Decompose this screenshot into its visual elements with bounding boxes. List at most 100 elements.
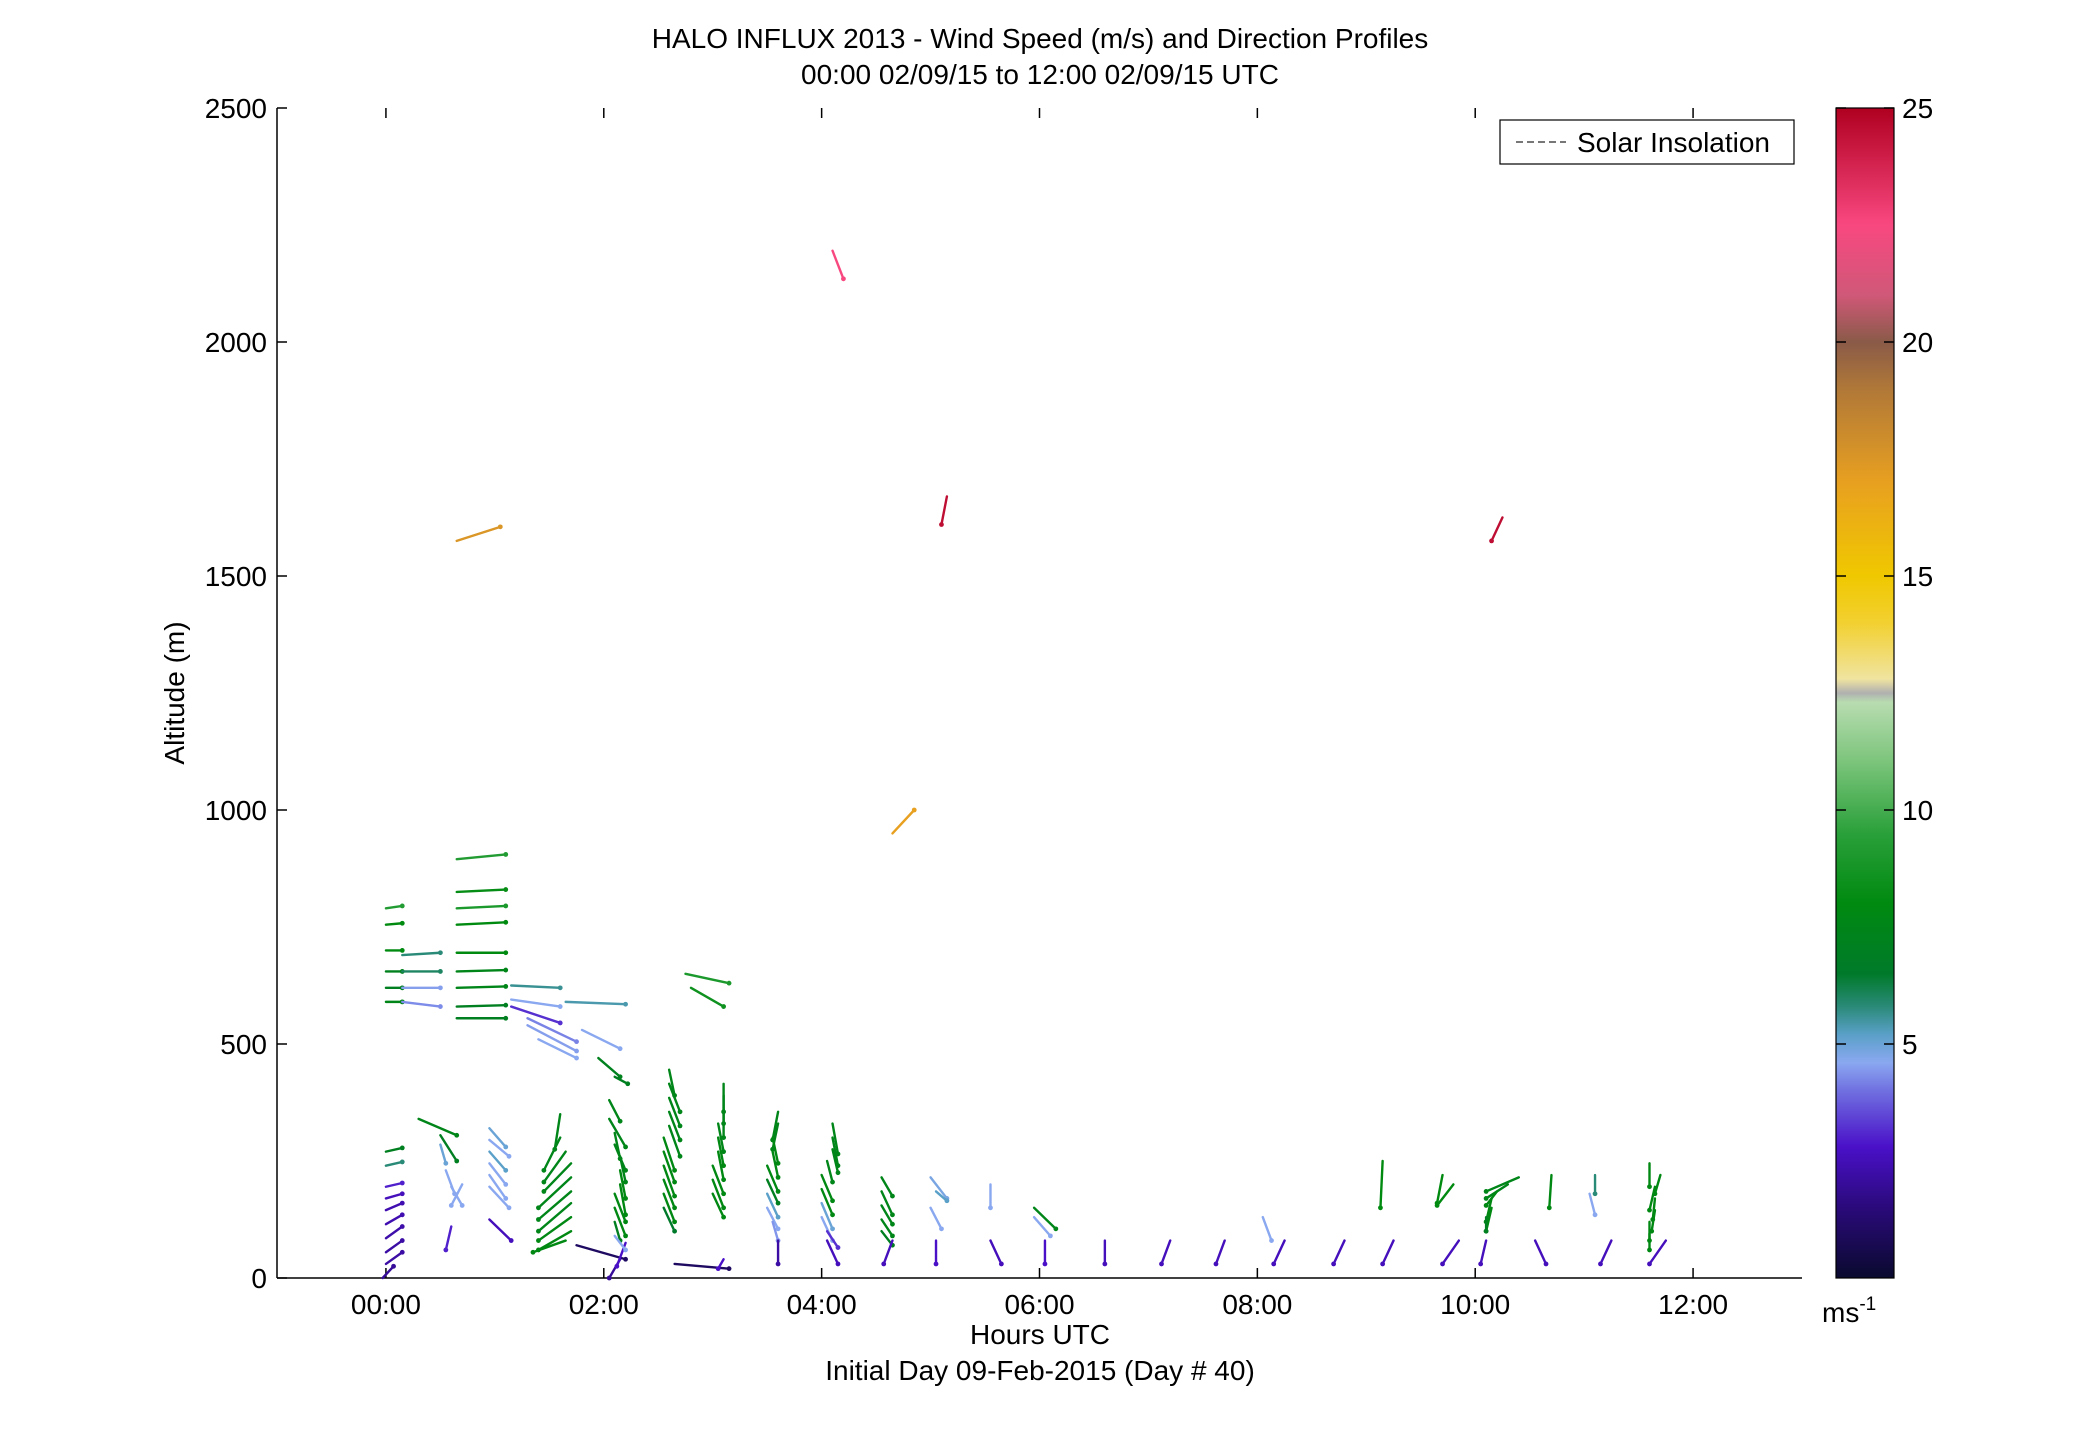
wind-vector <box>940 495 949 526</box>
wind-vector <box>613 1220 622 1242</box>
colorbar-tick-label: 5 <box>1902 1029 1918 1060</box>
wind-vector <box>771 1136 780 1165</box>
wind-vector-head <box>1213 1261 1219 1267</box>
wind-vector <box>384 1201 404 1212</box>
wind-vector <box>613 1234 627 1252</box>
colorbar-tick-label: 25 <box>1902 93 1933 124</box>
wind-vector-head <box>557 1004 563 1009</box>
wind-vector <box>537 1229 573 1252</box>
wind-vector-head <box>1489 538 1494 544</box>
chart-subtitle: 00:00 02/09/15 to 12:00 02/09/15 UTC <box>801 59 1279 90</box>
wind-vector <box>662 1136 676 1172</box>
wind-vector <box>825 1239 840 1266</box>
wind-vector-head <box>623 1247 628 1253</box>
wind-vector-head <box>1102 1261 1108 1267</box>
wind-vector-head <box>399 1191 405 1197</box>
wind-vector-head <box>1434 1203 1440 1208</box>
wind-vector <box>580 1028 622 1050</box>
wind-vector-head <box>557 985 563 991</box>
wind-vector-head <box>672 1179 677 1185</box>
wind-vector <box>891 808 916 835</box>
wind-vector-head <box>1543 1261 1549 1267</box>
wind-vector <box>537 1215 573 1242</box>
wind-vector-head <box>614 1263 620 1269</box>
wind-vector-head <box>890 1221 895 1227</box>
wind-vector-head <box>574 1055 579 1061</box>
wind-vector-head <box>677 1123 683 1129</box>
wind-vector-head <box>1483 1196 1489 1201</box>
wind-vector <box>618 1155 627 1184</box>
wind-vector-head <box>437 1004 443 1009</box>
wind-vector-head <box>399 1145 405 1151</box>
wind-vector <box>662 1150 676 1184</box>
wind-vector <box>613 1206 627 1238</box>
wind-vector-head <box>541 1189 547 1194</box>
wind-vector-head <box>574 1039 579 1045</box>
x-tick-label: 02:00 <box>569 1289 639 1320</box>
wind-vector <box>1648 1239 1668 1266</box>
wind-vector-head <box>1047 1233 1053 1239</box>
wind-vector-head <box>503 950 509 956</box>
wind-vector-head <box>503 919 509 925</box>
wind-vector <box>1650 1208 1657 1233</box>
wind-vector <box>537 1176 573 1210</box>
wind-vector <box>880 1190 894 1217</box>
wind-vector-head <box>1647 1184 1652 1190</box>
wind-vector <box>509 984 562 990</box>
wind-vector <box>716 1136 725 1167</box>
wind-vector-head <box>503 887 509 892</box>
wind-vector <box>771 1110 780 1142</box>
wind-vector-head <box>677 1109 683 1115</box>
wind-vector-head <box>437 969 443 974</box>
wind-vector <box>455 904 507 910</box>
wind-vector-head <box>1647 1207 1652 1213</box>
wind-vector-head <box>399 948 405 953</box>
wind-vector-head <box>944 1198 950 1204</box>
legend-label-solar-insolation: Solar Insolation <box>1577 127 1770 158</box>
wind-vector <box>929 1206 943 1231</box>
wind-vector <box>526 1017 578 1043</box>
wind-vector-head <box>672 1205 677 1211</box>
wind-vector <box>716 1122 725 1153</box>
wind-vector <box>711 1164 725 1195</box>
wind-vector <box>825 1229 840 1249</box>
wind-vector-head <box>399 1212 405 1218</box>
wind-vector <box>526 1024 578 1053</box>
wind-vector-head <box>541 1179 547 1185</box>
colorbar-tick-label: 20 <box>1902 327 1933 358</box>
wind-vector-head <box>503 1015 509 1021</box>
wind-vector-head <box>933 1261 939 1267</box>
wind-vector <box>684 972 731 985</box>
wind-vector <box>488 1185 511 1210</box>
wind-vector-head <box>536 1205 541 1211</box>
wind-vector-head <box>672 1193 677 1199</box>
wind-vector <box>597 1056 622 1078</box>
wind-vector-head <box>726 980 732 986</box>
wind-vector-head <box>939 1226 944 1232</box>
wind-vector-head <box>437 985 443 991</box>
wind-vector <box>1272 1239 1286 1266</box>
wind-vector <box>880 1218 894 1238</box>
wind-vector-head <box>1647 1247 1652 1253</box>
wind-vector <box>689 986 725 1008</box>
wind-vector <box>384 1225 404 1240</box>
x-tick-label: 12:00 <box>1658 1289 1728 1320</box>
wind-vector <box>1381 1239 1395 1266</box>
wind-vector-head <box>1271 1261 1277 1267</box>
wind-vector <box>439 1134 458 1163</box>
wind-vector-head <box>1592 1212 1598 1218</box>
wind-vector <box>662 1192 676 1224</box>
wind-vector <box>444 1225 453 1252</box>
wind-vector <box>537 1190 573 1221</box>
wind-vector <box>1160 1239 1172 1266</box>
wind-vector-head <box>939 522 944 527</box>
wind-vector-head <box>911 807 917 813</box>
wind-vector-head <box>399 1238 405 1243</box>
wind-vector-head <box>443 1160 449 1166</box>
wind-vector-head <box>399 1200 405 1206</box>
wind-vector-head <box>830 1212 835 1218</box>
wind-vector <box>613 1192 627 1224</box>
wind-vector <box>1435 1183 1455 1207</box>
wind-vector <box>488 1127 507 1149</box>
